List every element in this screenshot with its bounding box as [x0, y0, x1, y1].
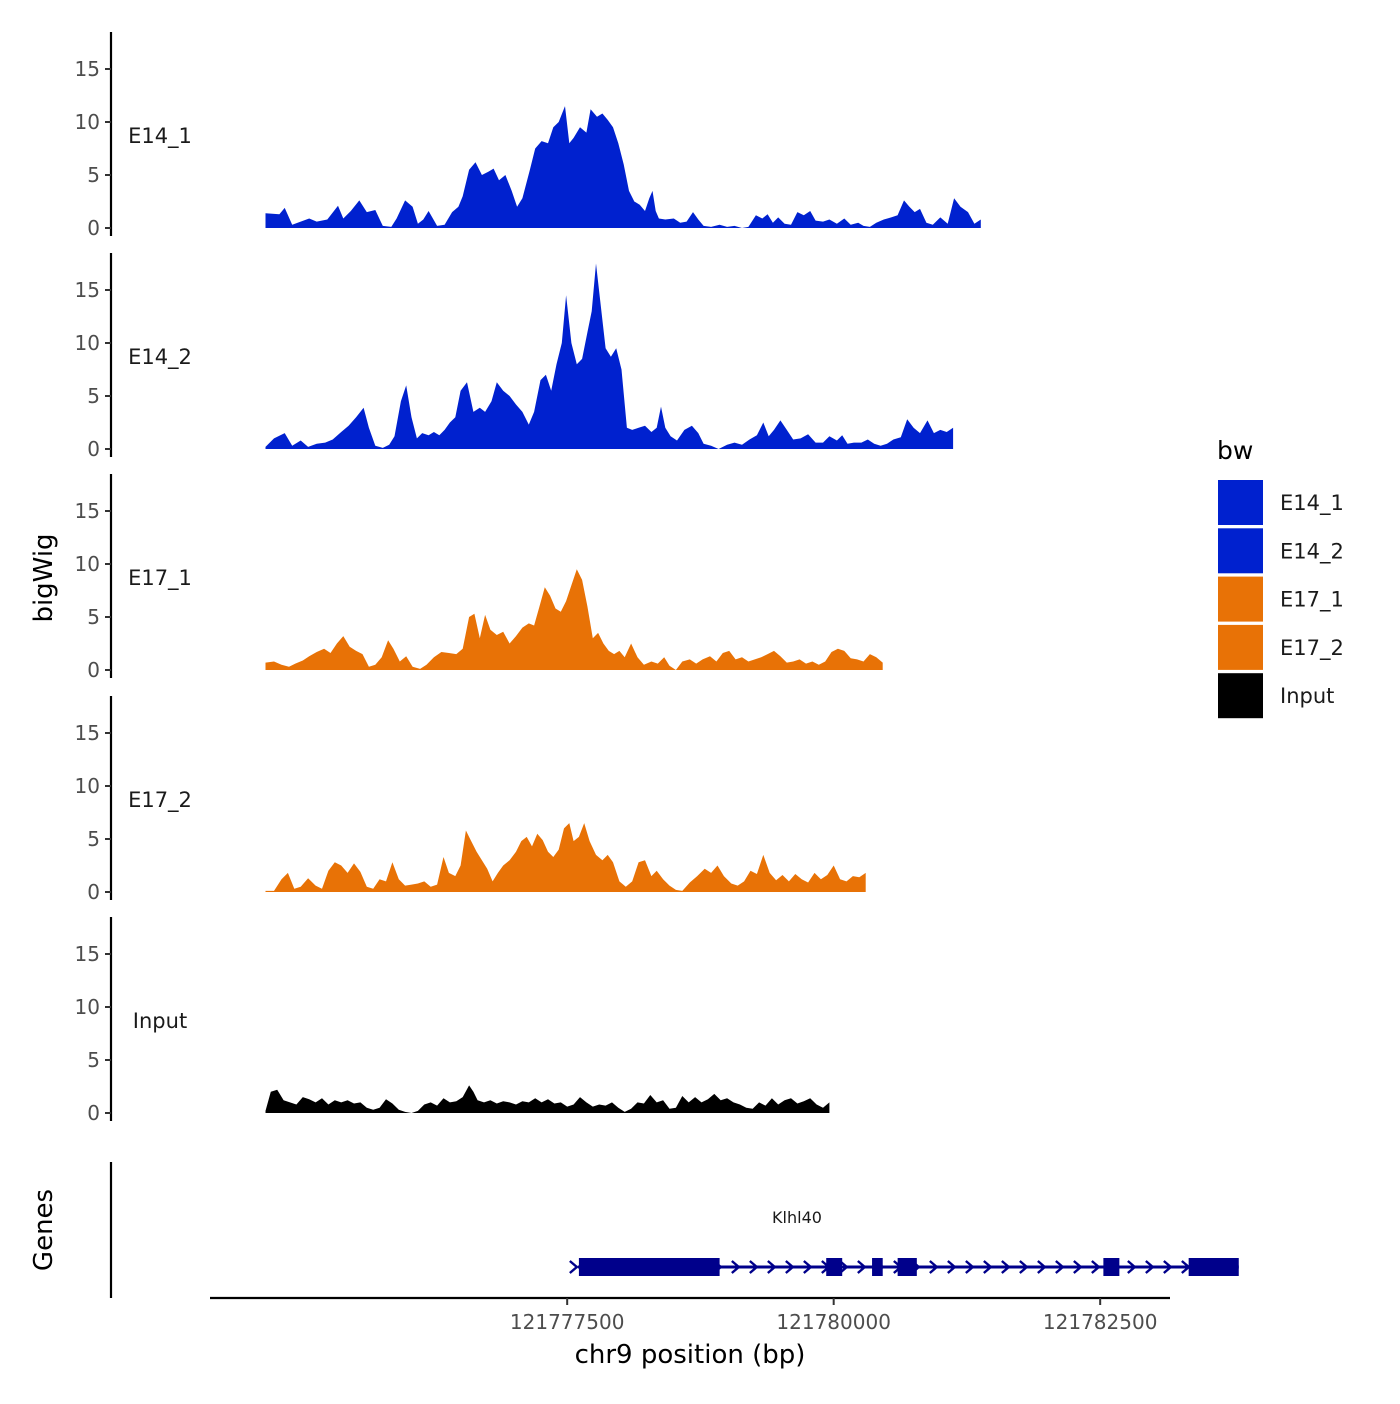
- strand-arrow: [785, 1260, 795, 1274]
- strand-arrow: [1037, 1260, 1047, 1274]
- legend-swatch: [1218, 673, 1263, 719]
- panel-label: E17_2: [128, 788, 192, 813]
- strand-arrow: [929, 1260, 939, 1274]
- legend: bw E14_1 E14_2 E17_1 E17_2 Input: [1217, 436, 1344, 719]
- x-axis-title: chr9 position (bp): [575, 1340, 806, 1370]
- genes-track-title: Genes: [29, 1189, 59, 1271]
- legend-label: E14_1: [1280, 491, 1344, 516]
- strand-arrow: [1019, 1260, 1029, 1274]
- y-tick-label: 5: [87, 163, 100, 187]
- y-tick-label: 10: [75, 110, 100, 134]
- y-tick-label: 15: [75, 942, 100, 966]
- panel-e17-1: 0 5 10 15 E17_1: [75, 474, 883, 682]
- legend-label: E17_2: [1280, 636, 1344, 661]
- strand-arrow: [965, 1260, 975, 1274]
- y-tick-label: 0: [87, 1101, 100, 1125]
- panel-label: E14_1: [128, 124, 192, 149]
- panel-e14-2: 0 5 10 15 E14_2: [75, 253, 954, 461]
- legend-label: E14_2: [1280, 539, 1344, 564]
- legend-swatch: [1218, 480, 1263, 525]
- signal-area-e17-1: [265, 569, 883, 670]
- panel-label: E14_2: [128, 345, 192, 370]
- strand-arrow: [749, 1260, 759, 1274]
- panel-input: 0 5 10 15 Input: [75, 917, 830, 1125]
- gene-exon: [578, 1258, 720, 1276]
- strand-arrow: [803, 1260, 813, 1274]
- legend-label: Input: [1280, 684, 1334, 708]
- legend-title: bw: [1217, 436, 1253, 465]
- gene-exon: [1103, 1258, 1120, 1276]
- signal-area-e14-2: [265, 263, 954, 449]
- x-tick-label: 121782500: [1043, 1310, 1158, 1334]
- strand-arrow: [731, 1260, 741, 1274]
- y-tick-label: 15: [75, 57, 100, 81]
- strand-arrow: [569, 1260, 579, 1274]
- strand-arrow: [1091, 1260, 1101, 1274]
- genes-track: Genes Klhl40: [29, 1162, 1239, 1298]
- legend-label: E17_1: [1280, 588, 1344, 613]
- legend-swatch: [1218, 624, 1263, 670]
- strand-arrow: [1145, 1260, 1155, 1274]
- strand-arrow: [1127, 1260, 1137, 1274]
- y-tick-label: 5: [87, 605, 100, 629]
- y-tick-label: 0: [87, 216, 100, 240]
- y-tick-label: 0: [87, 437, 100, 461]
- strand-arrow: [1163, 1260, 1173, 1274]
- y-tick-label: 10: [75, 774, 100, 798]
- legend-swatch: [1218, 528, 1263, 574]
- gene-exon: [897, 1258, 917, 1276]
- y-tick-label: 10: [75, 331, 100, 355]
- panel-e14-1: 0 5 10 15 E14_1: [75, 32, 981, 240]
- strand-arrow: [1055, 1260, 1065, 1274]
- x-axis: 121777500 121780000 121782500 chr9 positio…: [210, 1296, 1170, 1370]
- signal-area-e14-1: [265, 106, 981, 228]
- strand-arrow: [857, 1260, 867, 1274]
- gene-model: [569, 1258, 1239, 1276]
- strand-arrow: [983, 1260, 993, 1274]
- signal-area-e17-2: [265, 823, 866, 892]
- gene-exon: [1188, 1258, 1239, 1276]
- legend-items: E14_1 E14_2 E17_1 E17_2 Input: [1218, 480, 1344, 719]
- y-tick-label: 15: [75, 721, 100, 745]
- strand-arrow: [767, 1260, 777, 1274]
- y-tick-label: 5: [87, 1048, 100, 1072]
- gene-name-label: Klhl40: [772, 1208, 822, 1227]
- x-ticks: 121777500 121780000 121782500: [510, 1298, 1158, 1334]
- signal-panels: 0 5 10 15 E14_1 0 5 10 15 E14_2 0 5 10 15 E17_1 0 5 10 15 E…: [75, 32, 981, 1125]
- y-tick-label: 0: [87, 880, 100, 904]
- panel-label: E17_1: [128, 566, 192, 591]
- legend-swatch: [1218, 576, 1263, 622]
- y-tick-label: 5: [87, 384, 100, 408]
- y-tick-label: 15: [75, 499, 100, 523]
- y-axis-title: bigWig: [29, 533, 59, 622]
- strand-arrow: [1073, 1260, 1083, 1274]
- y-tick-label: 5: [87, 827, 100, 851]
- panel-label: Input: [133, 1009, 187, 1033]
- gene-exon: [872, 1258, 883, 1276]
- x-tick-label: 121777500: [510, 1310, 625, 1334]
- signal-area-input: [265, 1085, 830, 1113]
- y-tick-label: 10: [75, 552, 100, 576]
- strand-arrow: [1001, 1260, 1011, 1274]
- y-tick-label: 15: [75, 278, 100, 302]
- panel-e17-2: 0 5 10 15 E17_2: [75, 696, 866, 904]
- x-tick-label: 121780000: [776, 1310, 891, 1334]
- y-tick-label: 10: [75, 995, 100, 1019]
- y-tick-label: 0: [87, 658, 100, 682]
- gene-exon: [826, 1258, 843, 1276]
- strand-arrow: [947, 1260, 957, 1274]
